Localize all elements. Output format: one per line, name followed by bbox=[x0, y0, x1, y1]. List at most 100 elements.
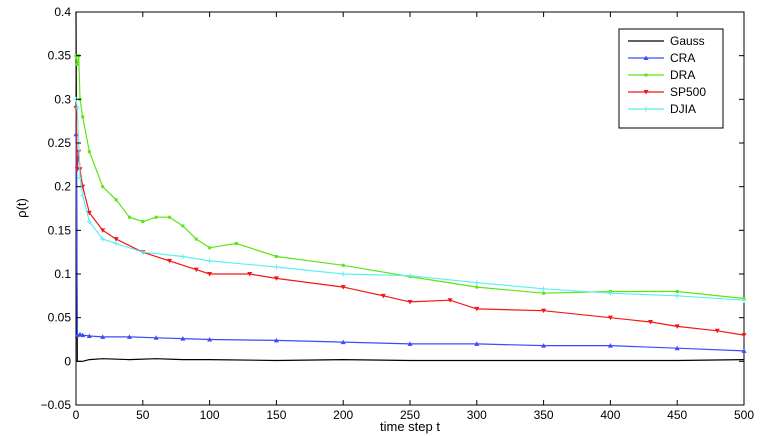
data-point bbox=[167, 258, 173, 264]
legend-label: DRA bbox=[670, 68, 695, 82]
x-tick-label: 250 bbox=[400, 408, 420, 422]
x-tick-label: 0 bbox=[73, 408, 80, 422]
legend-marker bbox=[643, 90, 649, 95]
data-point bbox=[126, 334, 132, 339]
x-tick-label: 150 bbox=[266, 408, 286, 422]
legend-label: Gauss bbox=[670, 34, 705, 48]
data-point bbox=[340, 339, 346, 345]
data-point bbox=[407, 299, 413, 305]
legend-box bbox=[618, 28, 724, 129]
data-point bbox=[474, 341, 480, 346]
data-point bbox=[141, 220, 145, 224]
data-point bbox=[168, 215, 172, 219]
data-point bbox=[87, 150, 91, 154]
data-point bbox=[475, 285, 479, 289]
data-point bbox=[741, 348, 747, 353]
data-point bbox=[675, 289, 679, 293]
y-tick-label: 0.4 bbox=[54, 5, 71, 19]
data-point bbox=[407, 341, 413, 346]
data-point bbox=[77, 331, 83, 337]
series-cra bbox=[73, 131, 747, 353]
data-point bbox=[80, 192, 86, 198]
y-tick-label: 0.25 bbox=[48, 136, 72, 150]
data-point bbox=[75, 62, 79, 66]
x-tick-label: 50 bbox=[136, 408, 150, 422]
data-point bbox=[274, 255, 278, 259]
x-tick-label: 350 bbox=[534, 408, 554, 422]
data-point bbox=[340, 285, 346, 290]
data-point bbox=[741, 297, 747, 303]
legend: Gauss CRA DRA SP500 DJIA bbox=[618, 28, 724, 129]
data-point bbox=[207, 258, 213, 264]
data-point bbox=[542, 291, 546, 295]
x-tick-label: 400 bbox=[600, 408, 620, 422]
legend-label: DJIA bbox=[670, 102, 696, 116]
y-tick-label: 0 bbox=[64, 354, 71, 368]
data-point bbox=[100, 236, 106, 242]
data-point bbox=[247, 272, 253, 277]
data-point bbox=[208, 246, 212, 250]
x-tick-label: 300 bbox=[467, 408, 487, 422]
data-point bbox=[77, 175, 83, 181]
data-point bbox=[447, 298, 453, 303]
data-point bbox=[273, 276, 279, 281]
legend-label: CRA bbox=[670, 51, 695, 65]
data-point bbox=[541, 308, 547, 314]
data-point bbox=[273, 337, 279, 343]
data-point bbox=[607, 315, 613, 321]
data-point bbox=[607, 343, 613, 348]
data-point bbox=[273, 264, 279, 270]
data-point bbox=[181, 224, 185, 228]
y-tick-label: 0.1 bbox=[54, 267, 71, 281]
x-tick-label: 100 bbox=[200, 408, 220, 422]
data-point bbox=[100, 334, 106, 339]
y-tick-label: −0.05 bbox=[41, 398, 72, 412]
data-point bbox=[341, 263, 345, 267]
data-point bbox=[100, 228, 106, 233]
data-point bbox=[86, 219, 92, 225]
legend-label: SP500 bbox=[670, 85, 706, 99]
data-point bbox=[741, 333, 747, 338]
data-point bbox=[207, 272, 213, 277]
data-point bbox=[74, 105, 80, 111]
x-axis-label: time step t bbox=[380, 419, 440, 434]
data-point bbox=[674, 293, 680, 299]
data-point bbox=[474, 280, 480, 286]
data-point bbox=[114, 198, 118, 202]
data-point bbox=[180, 254, 186, 260]
data-point bbox=[101, 185, 105, 189]
legend-marker bbox=[643, 55, 649, 60]
x-tick-label: 450 bbox=[667, 408, 687, 422]
y-axis-label: ρ(t) bbox=[14, 198, 29, 218]
y-tick-label: 0.35 bbox=[48, 49, 72, 63]
data-point bbox=[234, 241, 238, 245]
data-point bbox=[607, 290, 613, 296]
series-line bbox=[75, 55, 745, 300]
data-point bbox=[180, 336, 186, 341]
data-point bbox=[714, 328, 720, 334]
data-point bbox=[86, 210, 92, 216]
data-point bbox=[86, 333, 92, 339]
data-point bbox=[207, 337, 213, 342]
data-point bbox=[541, 343, 547, 348]
data-point bbox=[340, 271, 346, 277]
legend-marker bbox=[644, 73, 648, 77]
data-point bbox=[127, 215, 131, 219]
data-point bbox=[140, 249, 146, 255]
data-point bbox=[407, 273, 413, 279]
data-point bbox=[113, 237, 119, 242]
y-tick-label: 0.3 bbox=[54, 92, 71, 106]
data-point bbox=[380, 293, 386, 299]
data-point bbox=[154, 215, 158, 219]
data-point bbox=[194, 237, 198, 241]
data-point bbox=[674, 345, 680, 351]
data-point bbox=[113, 240, 119, 246]
data-point bbox=[541, 286, 547, 292]
legend-marker bbox=[643, 106, 649, 112]
data-point bbox=[153, 335, 159, 340]
x-tick-label: 500 bbox=[734, 408, 754, 422]
data-point bbox=[474, 306, 480, 312]
series-djia bbox=[73, 96, 747, 303]
y-tick-label: 0.15 bbox=[48, 223, 72, 237]
